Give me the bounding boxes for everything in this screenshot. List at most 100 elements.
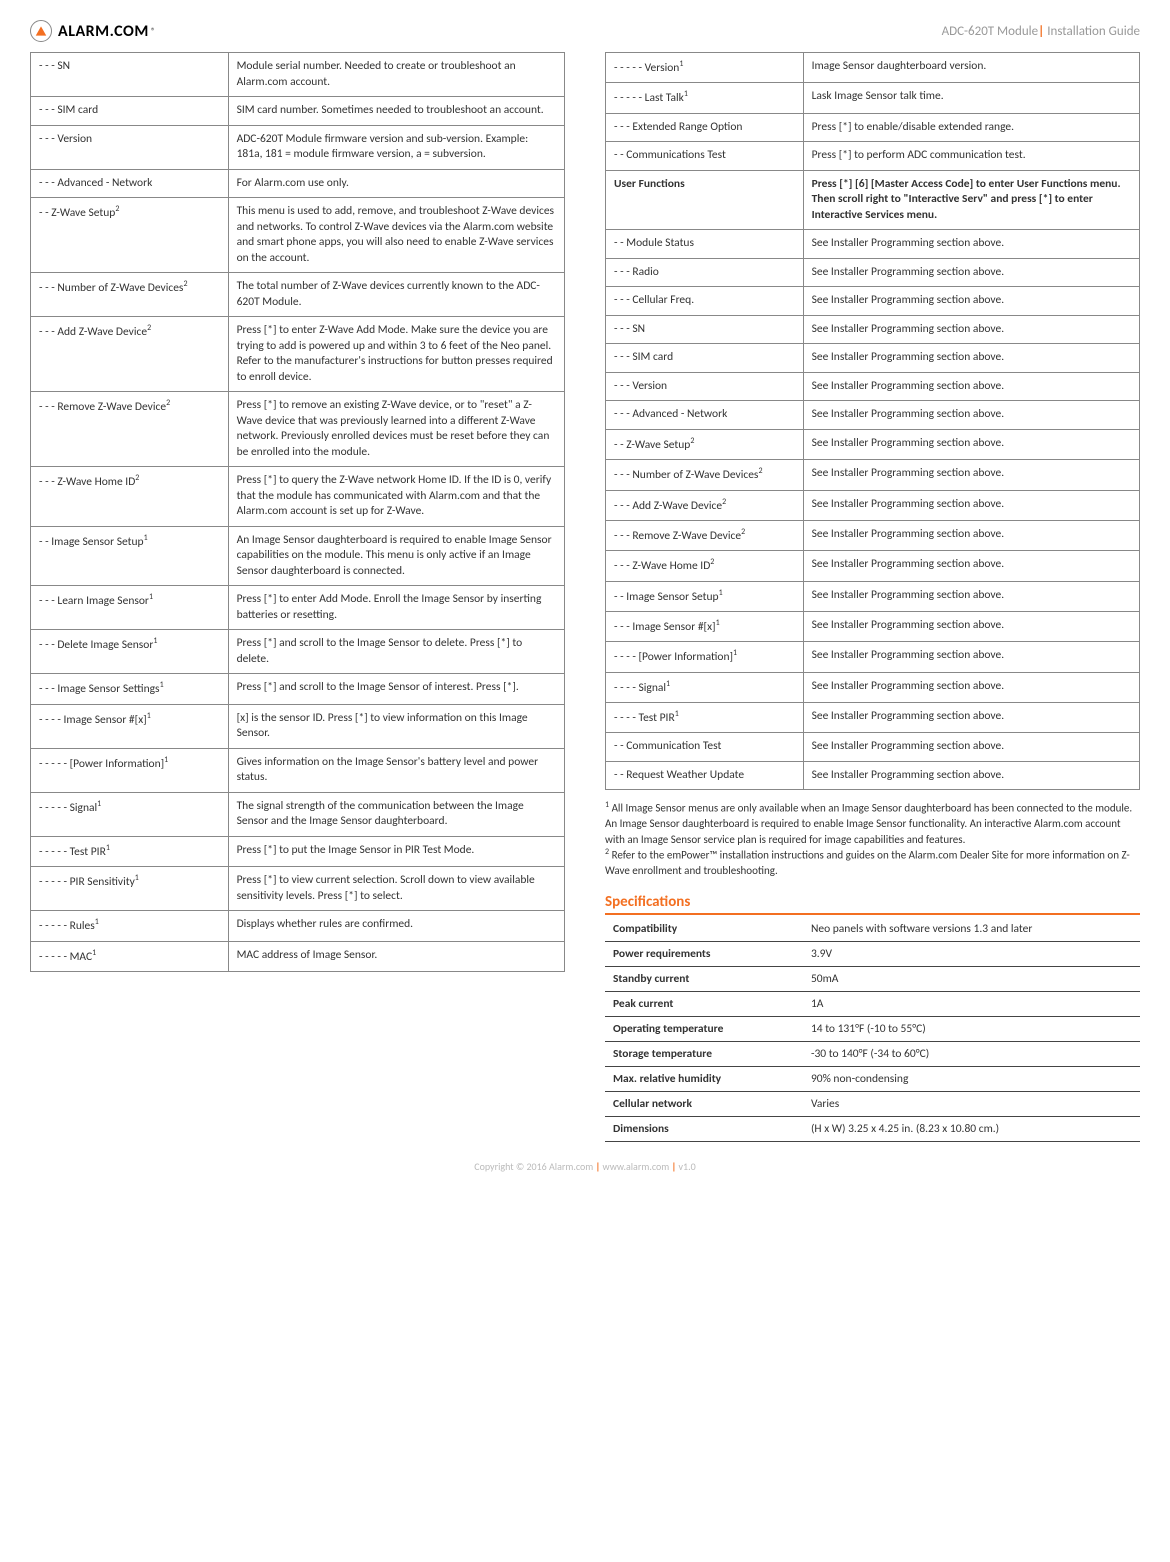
row-description: SIM card number. Sometimes needed to tro… bbox=[228, 97, 564, 126]
row-description: Gives information on the Image Sensor's … bbox=[228, 748, 564, 792]
table-row: - - - - Signal1See Installer Programming… bbox=[606, 672, 1140, 702]
row-label: - - - Delete Image Sensor1 bbox=[31, 630, 229, 674]
row-label: - - Module Status bbox=[606, 230, 804, 259]
row-label: - - - - Signal1 bbox=[606, 672, 804, 702]
row-description: Press [*] to enable/disable extended ran… bbox=[803, 113, 1139, 142]
row-description: See Installer Programming section above. bbox=[803, 611, 1139, 641]
row-description: Press [*] and scroll to the Image Sensor… bbox=[228, 674, 564, 704]
row-label: - - - Z-Wave Home ID2 bbox=[31, 467, 229, 527]
table-row: - - - Add Z-Wave Device2See Installer Pr… bbox=[606, 490, 1140, 520]
row-label: - - - - - Test PIR1 bbox=[31, 836, 229, 866]
logo-text: ALARM.COM bbox=[58, 22, 149, 41]
row-description: Press [*] to enter Add Mode. Enroll the … bbox=[228, 586, 564, 630]
row-description: See Installer Programming section above. bbox=[803, 551, 1139, 581]
row-description: See Installer Programming section above. bbox=[803, 642, 1139, 672]
table-row: - - Module StatusSee Installer Programmi… bbox=[606, 230, 1140, 259]
table-row: - - - - [Power Information]1See Installe… bbox=[606, 642, 1140, 672]
row-description: See Installer Programming section above. bbox=[803, 702, 1139, 732]
row-description: See Installer Programming section above. bbox=[803, 520, 1139, 550]
row-description: See Installer Programming section above. bbox=[803, 581, 1139, 611]
spec-value: -30 to 140°F (-34 to 60°C) bbox=[803, 1041, 1140, 1066]
table-row: - - Image Sensor Setup1An Image Sensor d… bbox=[31, 526, 565, 586]
row-label: - - - Learn Image Sensor1 bbox=[31, 586, 229, 630]
installer-programming-table-right: - - - - - Version1Image Sensor daughterb… bbox=[605, 52, 1140, 790]
row-description: The signal strength of the communication… bbox=[228, 792, 564, 836]
table-row: - - - Remove Z-Wave Device2Press [*] to … bbox=[31, 392, 565, 467]
footnote-1-text: All Image Sensor menus are only availabl… bbox=[605, 802, 1132, 846]
row-label: - - Communications Test bbox=[606, 142, 804, 171]
left-column: - - - SNModule serial number. Needed to … bbox=[30, 52, 565, 1142]
table-row: - - - Advanced - NetworkFor Alarm.com us… bbox=[31, 169, 565, 198]
spec-row: Cellular networkVaries bbox=[605, 1091, 1140, 1116]
table-row: - - - SIM cardSIM card number. Sometimes… bbox=[31, 97, 565, 126]
table-row: - - - SIM cardSee Installer Programming … bbox=[606, 344, 1140, 373]
row-description: See Installer Programming section above. bbox=[803, 258, 1139, 287]
row-label: - - Communication Test bbox=[606, 733, 804, 762]
row-label: - - Z-Wave Setup2 bbox=[31, 198, 229, 273]
row-description: Lask Image Sensor talk time. bbox=[803, 83, 1139, 113]
row-description: Press [*] [6] [Master Access Code] to en… bbox=[803, 170, 1139, 230]
table-row: - - - - - Last Talk1Lask Image Sensor ta… bbox=[606, 83, 1140, 113]
row-description: MAC address of Image Sensor. bbox=[228, 941, 564, 971]
row-label: - - - Number of Z-Wave Devices2 bbox=[31, 273, 229, 317]
table-row: - - - - - PIR Sensitivity1Press [*] to v… bbox=[31, 867, 565, 911]
row-description: [x] is the sensor ID. Press [*] to view … bbox=[228, 704, 564, 748]
page-header: ALARM.COM® ADC-620T Module| Installation… bbox=[30, 20, 1140, 42]
row-description: The total number of Z-Wave devices curre… bbox=[228, 273, 564, 317]
table-row: - - - Number of Z-Wave Devices2The total… bbox=[31, 273, 565, 317]
spec-key: Compatibility bbox=[605, 917, 803, 942]
row-label: - - - - - [Power Information]1 bbox=[31, 748, 229, 792]
row-description: This menu is used to add, remove, and tr… bbox=[228, 198, 564, 273]
row-label: - - Image Sensor Setup1 bbox=[31, 526, 229, 586]
row-label: - - - Extended Range Option bbox=[606, 113, 804, 142]
table-row: - - - - Image Sensor #[x]1[x] is the sen… bbox=[31, 704, 565, 748]
footer-copyright: Copyright © 2016 Alarm.com bbox=[474, 1160, 595, 1173]
footnotes: 1 All Image Sensor menus are only availa… bbox=[605, 800, 1140, 878]
spec-key: Storage temperature bbox=[605, 1041, 803, 1066]
spec-key: Standby current bbox=[605, 966, 803, 991]
spec-value: Neo panels with software versions 1.3 an… bbox=[803, 917, 1140, 942]
table-row: - - - RadioSee Installer Programming sec… bbox=[606, 258, 1140, 287]
table-row: - - - SNSee Installer Programming sectio… bbox=[606, 315, 1140, 344]
row-label: - - - - - MAC1 bbox=[31, 941, 229, 971]
table-row: User FunctionsPress [*] [6] [Master Acce… bbox=[606, 170, 1140, 230]
table-row: - - Communication TestSee Installer Prog… bbox=[606, 733, 1140, 762]
table-row: - - - - - Signal1The signal strength of … bbox=[31, 792, 565, 836]
row-label: - - - Z-Wave Home ID2 bbox=[606, 551, 804, 581]
row-label: - - - SIM card bbox=[31, 97, 229, 126]
row-description: Module serial number. Needed to create o… bbox=[228, 53, 564, 97]
row-description: For Alarm.com use only. bbox=[228, 169, 564, 198]
row-label: - - - - - Signal1 bbox=[31, 792, 229, 836]
table-row: - - - Remove Z-Wave Device2See Installer… bbox=[606, 520, 1140, 550]
row-description: Press [*] to query the Z-Wave network Ho… bbox=[228, 467, 564, 527]
row-label: - - - Version bbox=[606, 372, 804, 401]
row-label: - - - Advanced - Network bbox=[606, 401, 804, 430]
row-description: Displays whether rules are confirmed. bbox=[228, 911, 564, 941]
row-description: Press [*] to remove an existing Z-Wave d… bbox=[228, 392, 564, 467]
table-row: - - - Delete Image Sensor1Press [*] and … bbox=[31, 630, 565, 674]
spec-row: Operating temperature14 to 131°F (-10 to… bbox=[605, 1016, 1140, 1041]
row-label: - - - - [Power Information]1 bbox=[606, 642, 804, 672]
specifications-heading: Specifications bbox=[605, 893, 1140, 915]
spec-row: Peak current1A bbox=[605, 991, 1140, 1016]
table-row: - - - Z-Wave Home ID2See Installer Progr… bbox=[606, 551, 1140, 581]
table-row: - - - Image Sensor #[x]1See Installer Pr… bbox=[606, 611, 1140, 641]
row-description: See Installer Programming section above. bbox=[803, 429, 1139, 459]
table-row: - - Request Weather UpdateSee Installer … bbox=[606, 761, 1140, 790]
footer-version: v1.0 bbox=[676, 1160, 695, 1173]
row-label: - - - SIM card bbox=[606, 344, 804, 373]
row-description: See Installer Programming section above. bbox=[803, 315, 1139, 344]
row-label: - - - Remove Z-Wave Device2 bbox=[606, 520, 804, 550]
row-description: Press [*] to perform ADC communication t… bbox=[803, 142, 1139, 171]
row-label: - - - Add Z-Wave Device2 bbox=[31, 317, 229, 392]
row-label: - - Image Sensor Setup1 bbox=[606, 581, 804, 611]
table-row: - - - Image Sensor Settings1Press [*] an… bbox=[31, 674, 565, 704]
spec-key: Power requirements bbox=[605, 941, 803, 966]
row-label: - - - Number of Z-Wave Devices2 bbox=[606, 460, 804, 490]
row-label: - - - Cellular Freq. bbox=[606, 287, 804, 316]
table-row: - - - - - Test PIR1Press [*] to put the … bbox=[31, 836, 565, 866]
row-label: - - - Version bbox=[31, 125, 229, 169]
spec-key: Cellular network bbox=[605, 1091, 803, 1116]
footer-url: www.alarm.com bbox=[600, 1160, 671, 1173]
row-description: See Installer Programming section above. bbox=[803, 372, 1139, 401]
